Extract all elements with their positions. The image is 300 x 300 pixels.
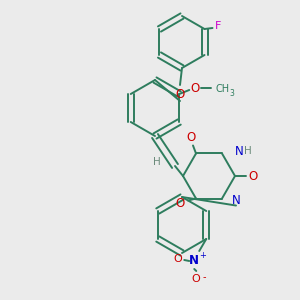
- Text: N: N: [232, 194, 240, 207]
- Text: F: F: [215, 21, 222, 31]
- Text: O: O: [190, 82, 200, 94]
- Text: +: +: [199, 251, 206, 260]
- Text: O: O: [192, 274, 201, 284]
- Text: O: O: [248, 169, 258, 182]
- Text: H: H: [153, 157, 161, 167]
- Text: H: H: [244, 146, 252, 157]
- Text: O: O: [186, 131, 196, 144]
- Text: O: O: [176, 88, 184, 100]
- Text: O: O: [176, 197, 184, 210]
- Text: O: O: [174, 254, 183, 264]
- Text: N: N: [189, 254, 199, 268]
- Text: -: -: [202, 272, 206, 282]
- Text: N: N: [235, 145, 243, 158]
- Text: CH: CH: [215, 84, 229, 94]
- Text: 3: 3: [230, 88, 235, 98]
